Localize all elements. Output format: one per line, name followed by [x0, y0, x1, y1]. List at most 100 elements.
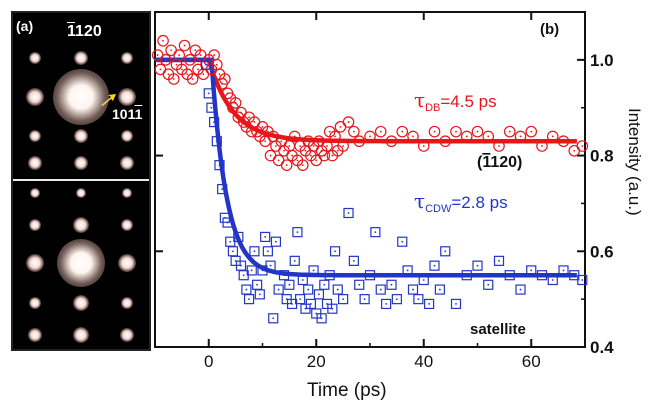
cdw-data-point	[536, 270, 548, 281]
cdw-data-point-dot	[245, 288, 248, 291]
db-data-point-dot	[352, 130, 355, 133]
db-data-point-dot	[229, 97, 232, 100]
db-data-point	[297, 159, 309, 171]
reflection-label-101-overbar: 1	[134, 106, 143, 122]
cdw-data-point-dot	[320, 317, 323, 320]
db-data-point-dot	[334, 135, 336, 138]
reflection-label-120: 1120	[67, 23, 102, 41]
diffraction-spot	[28, 328, 42, 342]
db-data-point-dot	[336, 149, 339, 152]
cdw-data-point	[200, 59, 212, 70]
db-data-point-dot	[465, 135, 468, 138]
cdw-data-point-dot	[417, 298, 420, 301]
cdw-data-point	[359, 294, 370, 305]
cdw-data-point-dot	[336, 288, 339, 291]
cdw-data-point	[284, 279, 295, 290]
db-data-point	[536, 140, 548, 152]
db-data-point-dot	[258, 135, 261, 138]
x-tick-label: 60	[522, 352, 541, 371]
db-data-point-dot	[339, 125, 342, 128]
db-data-point-dot	[288, 145, 291, 147]
cdw-data-point-dot	[412, 288, 414, 291]
diffraction-spot	[121, 52, 133, 64]
db-data-point-dot	[191, 78, 194, 80]
db-data-point-dot	[189, 58, 191, 61]
db-data-point	[219, 73, 231, 85]
cdw-data-point-dot	[498, 259, 500, 262]
db-data-point-dot	[328, 130, 331, 133]
cdw-data-point	[233, 231, 244, 243]
db-data-point-dot	[172, 78, 175, 80]
db-data-point-dot	[412, 135, 414, 138]
db-data-point-dot	[390, 140, 393, 143]
cdw-data-point-dot	[334, 250, 336, 253]
db-data-point-dot	[186, 73, 189, 76]
cdw-data-point	[273, 284, 284, 295]
db-data-point-dot	[280, 140, 283, 143]
axis-ticks: 0 20 40 60 0.4 0.6 0.8 1.0	[154, 12, 614, 371]
db-data-point	[229, 97, 242, 109]
db-data-point-dot	[307, 140, 310, 143]
db-data-point	[288, 130, 301, 143]
db-data-point-dot	[156, 54, 159, 56]
cdw-data-point-dot	[428, 303, 431, 305]
db-data-point-dot	[264, 140, 267, 143]
cdw-data-point-dot	[438, 288, 441, 291]
cdw-data-point-dot	[261, 269, 264, 272]
cdw-data-point-dot	[455, 303, 457, 305]
cdw-data-point	[268, 313, 279, 324]
db-data-point-dot	[476, 130, 479, 133]
cdw-data-point-dot	[272, 317, 275, 320]
db-data-point-dot	[240, 111, 242, 114]
db-data-point-dot	[318, 140, 320, 143]
cdw-data-point	[265, 260, 276, 271]
cdw-data-point-dot	[406, 269, 409, 272]
db-data-point-dot	[213, 54, 216, 56]
cdw-data-point	[297, 274, 308, 286]
cdw-data-point-dot	[551, 279, 554, 281]
db-data-point-dot	[309, 154, 312, 157]
db-data-point	[514, 130, 527, 143]
diffraction-spot	[121, 219, 133, 231]
cdw-data-point-dot	[291, 303, 293, 305]
db-data-point-dot	[296, 159, 299, 162]
db-data-point	[439, 135, 452, 148]
diffraction-spot	[74, 129, 88, 143]
db-data-point-dot	[197, 68, 199, 71]
cdw-data-point	[303, 284, 314, 295]
db-data-point	[482, 130, 495, 143]
y-tick-label: 0.4	[590, 338, 614, 357]
db-data-point-dot	[379, 130, 382, 133]
cdw-data-point-dot	[205, 63, 207, 66]
db-data-point-dot	[562, 140, 565, 143]
diffraction-spot	[57, 239, 105, 287]
y-axis-label: Intensity (a.u.)	[625, 108, 644, 216]
cdw-points-group	[200, 59, 588, 324]
db-data-point-dot	[175, 63, 178, 66]
db-data-point	[493, 140, 505, 152]
cdw-data-point	[440, 246, 451, 257]
cdw-data-point-dot	[253, 250, 256, 253]
cdw-data-point	[429, 260, 440, 271]
db-data-point-dot	[170, 49, 173, 52]
cdw-data-point-dot	[269, 264, 272, 267]
db-data-point-dot	[304, 149, 307, 152]
db-data-point-dot	[266, 130, 269, 133]
cdw-data-point	[222, 217, 233, 228]
diffraction-spot	[53, 69, 109, 125]
db-data-point-dot	[433, 130, 436, 133]
cdw-data-point	[327, 303, 338, 314]
db-data-point-dot	[401, 130, 404, 133]
cdw-data-point-dot	[277, 288, 280, 291]
cdw-data-point	[203, 88, 214, 99]
diffraction-spot	[28, 156, 42, 170]
db-data-point	[396, 125, 409, 138]
diffraction-spot	[121, 297, 133, 309]
db-data-point-dot	[277, 159, 280, 162]
cdw-data-point	[493, 255, 505, 266]
db-data-point-dot	[312, 145, 315, 147]
diffraction-spot	[120, 328, 134, 342]
cdw-data-point	[295, 294, 306, 305]
cdw-data-point-dot	[465, 274, 468, 277]
db-data-point	[374, 125, 387, 138]
